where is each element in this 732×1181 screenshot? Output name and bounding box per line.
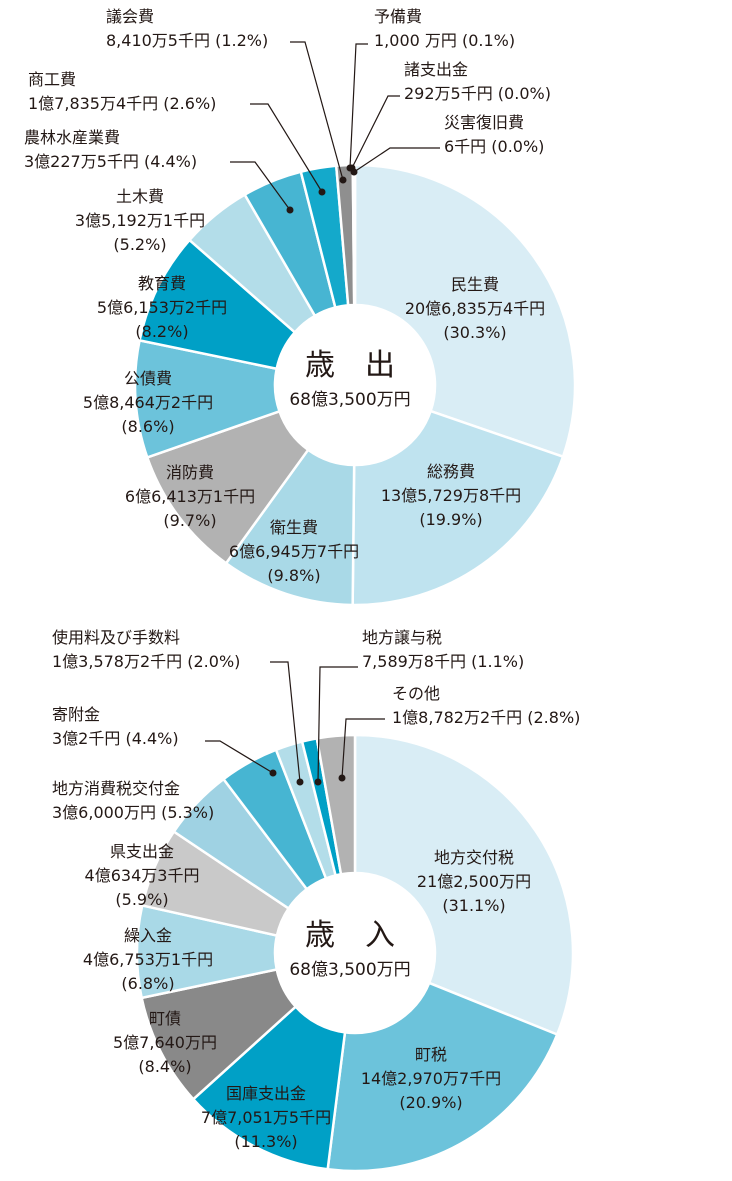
slice-label-使用料及び手数料-0: 使用料及び手数料 [52, 628, 180, 647]
slice-label-議会費-0: 議会費 [106, 7, 154, 26]
slice-label-農林水産業費-1: 3億227万5千円 (4.4%) [24, 152, 197, 171]
slice-label-総務費-2: (19.9%) [419, 510, 482, 529]
slice-label-土木費-0: 土木費 [116, 187, 164, 206]
center-title: 歳 出 [305, 348, 395, 383]
leader-line-災害復旧費 [353, 147, 440, 173]
slice-label-諸支出金-0: 諸支出金 [404, 60, 468, 79]
slice-label-町税-2: (20.9%) [399, 1093, 462, 1112]
center-title: 歳 入 [305, 918, 395, 953]
slice-label-その他-0: その他 [392, 684, 440, 703]
slice-label-地方交付税-0: 地方交付税 [434, 848, 514, 867]
slice-町税 [326, 981, 559, 1173]
slice-label-寄附金-0: 寄附金 [52, 705, 100, 724]
leader-line-議会費 [290, 41, 344, 181]
slice-label-商工費-0: 商工費 [28, 70, 76, 89]
leader-dot-使用料及び手数料 [296, 778, 304, 786]
slice-label-消防費-0: 消防費 [166, 463, 214, 482]
leader-line-農林水産業費 [230, 161, 291, 211]
leader-dot-議会費 [339, 176, 347, 184]
slice-label-国庫支出金-0: 国庫支出金 [226, 1084, 306, 1103]
leader-line-予備費 [349, 43, 368, 169]
slice-label-総務費-1: 13億5,729万8千円 [381, 486, 521, 505]
leader-line-諸支出金 [351, 95, 400, 169]
slice-label-消防費-2: (9.7%) [163, 511, 216, 530]
leader-dot-商工費 [318, 188, 326, 196]
slice-label-地方消費税交付金-1: 3億6,000万円 (5.3%) [52, 803, 214, 822]
leader-line-地方譲与税 [317, 666, 358, 783]
leader-dot-農林水産業費 [286, 206, 294, 214]
slice-label-衛生費-2: (9.8%) [267, 566, 320, 585]
slice-label-国庫支出金-2: (11.3%) [234, 1132, 297, 1151]
slice-label-町税-0: 町税 [415, 1045, 447, 1064]
slice-label-予備費-1: 1,000 万円 (0.1%) [374, 31, 515, 50]
slice-label-使用料及び手数料-1: 1億3,578万2千円 (2.0%) [52, 652, 240, 671]
slice-label-町債-1: 5億7,640万円 [113, 1033, 217, 1052]
leader-line-寄附金 [205, 740, 274, 774]
slice-label-繰入金-0: 繰入金 [124, 926, 172, 945]
slice-label-県支出金-1: 4億634万3千円 [85, 866, 200, 885]
slice-その他 [315, 733, 357, 876]
leader-line-商工費 [250, 103, 323, 193]
slice-label-総務費-0: 総務費 [427, 462, 475, 481]
revenue-donut: 地方交付税 21億2,500万円 (31.1%) 町税 14億2,970万7千円 (20.… [52, 628, 580, 1173]
slice-label-町税-1: 14億2,970万7千円 [361, 1069, 501, 1088]
slice-label-町債-0: 町債 [149, 1009, 181, 1028]
leader-dot-災害復旧費 [350, 168, 358, 176]
slice-label-消防費-1: 6億6,413万1千円 [125, 487, 255, 506]
slice-label-地方消費税交付金-0: 地方消費税交付金 [52, 779, 180, 798]
slice-label-町債-2: (8.4%) [138, 1057, 191, 1076]
slice-label-県支出金-0: 県支出金 [110, 842, 174, 861]
slice-label-寄附金-1: 3億2千円 (4.4%) [52, 729, 179, 748]
leader-dot-寄附金 [269, 769, 277, 777]
slice-label-災害復旧費-1: 6千円 (0.0%) [444, 137, 544, 156]
slice-label-繰入金-2: (6.8%) [121, 974, 174, 993]
slice-label-諸支出金-1: 292万5千円 (0.0%) [404, 84, 551, 103]
slice-label-公債費-2: (8.6%) [121, 417, 174, 436]
leader-dot-その他 [338, 774, 346, 782]
slice-label-民生費-2: (30.3%) [443, 323, 506, 342]
slice-label-衛生費-0: 衛生費 [270, 518, 318, 537]
slice-label-議会費-1: 8,410万5千円 (1.2%) [106, 31, 268, 50]
slice-label-土木費-1: 3億5,192万1千円 [75, 211, 205, 230]
slice-label-教育費-0: 教育費 [138, 274, 186, 293]
center-total: 68億3,500万円 [289, 390, 410, 410]
center-total: 68億3,500万円 [289, 960, 410, 980]
slice-label-商工費-1: 1億7,835万4千円 (2.6%) [28, 94, 216, 113]
slice-label-教育費-1: 5億6,153万2千円 [97, 298, 227, 317]
leader-dot-地方譲与税 [314, 778, 322, 786]
slice-label-民生費-1: 20億6,835万4千円 [405, 299, 545, 318]
slice-総務費 [351, 409, 565, 607]
slice-label-民生費-0: 民生費 [451, 275, 499, 294]
slice-label-繰入金-1: 4億6,753万1千円 [83, 950, 213, 969]
slice-label-教育費-2: (8.2%) [135, 322, 188, 341]
slice-label-公債費-1: 5億8,464万2千円 [83, 393, 213, 412]
slice-label-衛生費-1: 6億6,945万7千円 [229, 542, 359, 561]
expenditure-donut: 民生費 20億6,835万4千円 (30.3%) 総務費 13億5,729万8千円 (19… [24, 7, 577, 607]
slice-label-災害復旧費-0: 災害復旧費 [444, 113, 524, 132]
slice-国庫支出金 [191, 1004, 347, 1171]
slice-label-公債費-0: 公債費 [124, 369, 172, 388]
slice-label-地方交付税-2: (31.1%) [442, 896, 505, 915]
slice-label-予備費-0: 予備費 [374, 7, 422, 26]
slice-label-県支出金-2: (5.9%) [115, 890, 168, 909]
slice-label-農林水産業費-0: 農林水産業費 [24, 128, 120, 147]
slice-地方交付税 [353, 733, 575, 1037]
slice-民生費 [353, 163, 577, 459]
slice-label-土木費-2: (5.2%) [113, 235, 166, 254]
leader-line-使用料及び手数料 [270, 661, 301, 783]
slice-label-地方譲与税-1: 7,589万8千円 (1.1%) [362, 652, 524, 671]
slice-label-地方譲与税-0: 地方譲与税 [362, 628, 442, 647]
slice-label-地方交付税-1: 21億2,500万円 [417, 872, 531, 891]
leader-line-その他 [341, 718, 385, 779]
slice-label-国庫支出金-1: 7億7,051万5千円 [201, 1108, 331, 1127]
slice-label-その他-1: 1億8,782万2千円 (2.8%) [392, 708, 580, 727]
